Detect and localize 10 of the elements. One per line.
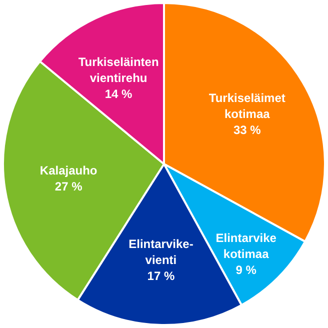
slice-label: Turkiseläinten vientirehu <box>78 55 159 86</box>
slice-label: Kalajauho <box>40 163 98 178</box>
slice-label: Elintarvike kotimaa <box>216 231 277 262</box>
data-label: 14 % <box>104 87 133 102</box>
data-label: 9 % <box>236 263 257 278</box>
slice-label: Turkiseläimet kotimaa <box>208 91 286 122</box>
data-label: 33 % <box>233 123 262 138</box>
data-label: 17 % <box>147 268 175 283</box>
slice-label: Elintarvike-vienti <box>128 236 194 267</box>
data-label: 27 % <box>54 179 83 194</box>
